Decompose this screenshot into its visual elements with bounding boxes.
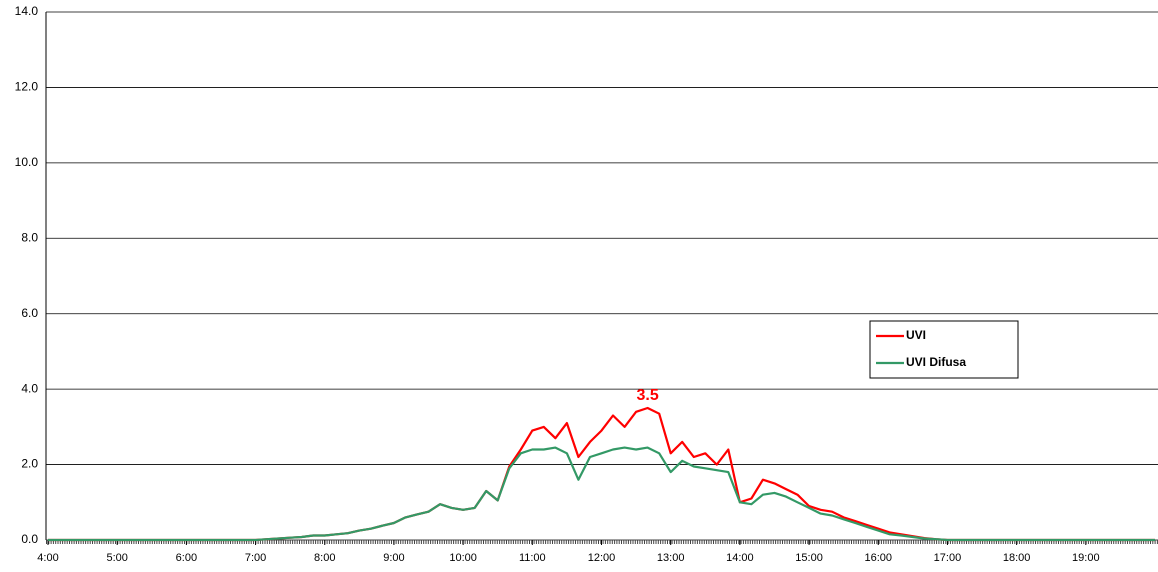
legend-box: [869, 320, 1019, 379]
x-tick-label: 12:00: [588, 552, 616, 564]
legend-label: UVI Difusa: [906, 355, 966, 369]
y-tick-label: 2.0: [21, 457, 38, 471]
x-tick-label: 19:00: [1072, 552, 1100, 564]
x-tick-label: 18:00: [1003, 552, 1031, 564]
legend: UVI UVI Difusa: [869, 320, 1019, 379]
series-line: [48, 446, 1155, 542]
x-tick-label: 15:00: [795, 552, 823, 564]
x-tick-label: 16:00: [864, 552, 892, 564]
x-tick-label: 17:00: [934, 552, 962, 564]
y-tick-label: 12.0: [15, 80, 39, 94]
y-tick-label: 10.0: [15, 155, 39, 169]
x-tick-label: 5:00: [106, 552, 127, 564]
annotation: 3.5: [637, 387, 659, 404]
x-tick-label: 11:00: [519, 552, 546, 564]
x-tick-label: 10:00: [449, 552, 477, 564]
x-tick-label: 8:00: [314, 552, 335, 564]
x-tick-label: 13:00: [657, 552, 685, 564]
legend-label: UVI: [906, 328, 926, 342]
x-tick-label: 4:00: [37, 552, 58, 564]
series-line: [48, 406, 1155, 542]
y-tick-label: 8.0: [21, 230, 38, 244]
x-tick-label: 14:00: [726, 552, 754, 564]
y-tick-label: 4.0: [21, 381, 38, 395]
y-tick-label: 0.0: [21, 532, 38, 546]
y-tick-label: 6.0: [21, 306, 38, 320]
x-tick-label: 6:00: [176, 552, 197, 564]
y-tick-label: 14.0: [15, 4, 39, 18]
x-tick-label: 7:00: [245, 552, 266, 564]
x-tick-label: 9:00: [383, 552, 404, 564]
